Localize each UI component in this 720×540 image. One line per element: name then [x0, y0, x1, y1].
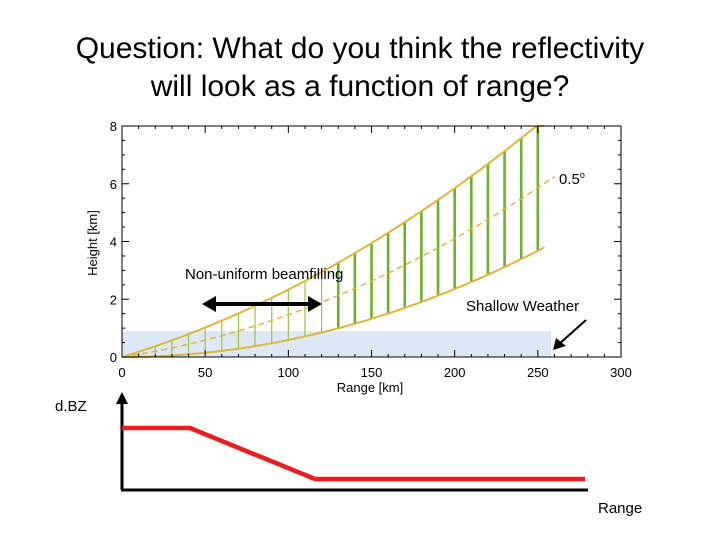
beamfilling-double-arrow	[202, 296, 322, 312]
x-tick-label: 200	[444, 365, 466, 380]
sketch-y-axis-arrowhead	[116, 392, 128, 404]
beam-lower-edge	[122, 246, 545, 358]
dbz-trend-line	[122, 425, 585, 482]
x-tick-label: 300	[610, 365, 632, 380]
elevation-angle-label: 0.5o	[559, 170, 585, 188]
x-tick-label: 50	[198, 365, 212, 380]
y-tick-label: 6	[110, 177, 117, 192]
degree-symbol: o	[579, 170, 585, 180]
page-title: Question: What do you think the reflecti…	[0, 30, 720, 106]
sketch-y-label: d.BZ	[55, 398, 87, 415]
shallow-weather-label: Shallow Weather	[466, 298, 580, 315]
y-tick-label: 2	[110, 292, 117, 307]
y-tick-label: 0	[110, 350, 117, 365]
beam-center-line	[121, 175, 555, 358]
beamfilling-label: Non-uniform beamfilling	[185, 266, 344, 283]
elevation-angle-value: 0.5	[559, 171, 580, 188]
shallow-weather-arrow	[553, 319, 587, 350]
x-tick-label: 250	[527, 365, 549, 380]
y-tick-label: 4	[110, 235, 117, 250]
shallow-weather-region	[122, 331, 552, 357]
beam-upper-edge	[121, 125, 545, 358]
x-tick-label: 150	[361, 365, 383, 380]
title-line-1: Question: What do you think the reflecti…	[75, 32, 645, 65]
dbz-sketch	[116, 392, 588, 492]
plot-frame	[121, 125, 622, 358]
x-axis-label: Range [km]	[337, 380, 403, 395]
sketch-x-label: Range	[598, 500, 643, 517]
x-tick-label: 100	[277, 365, 299, 380]
y-axis-label: Height [km]	[85, 210, 100, 276]
title-line-2: will look as a function of range?	[150, 70, 570, 103]
y-tick-label: 8	[110, 119, 117, 134]
x-tick-label: 0	[118, 365, 125, 380]
